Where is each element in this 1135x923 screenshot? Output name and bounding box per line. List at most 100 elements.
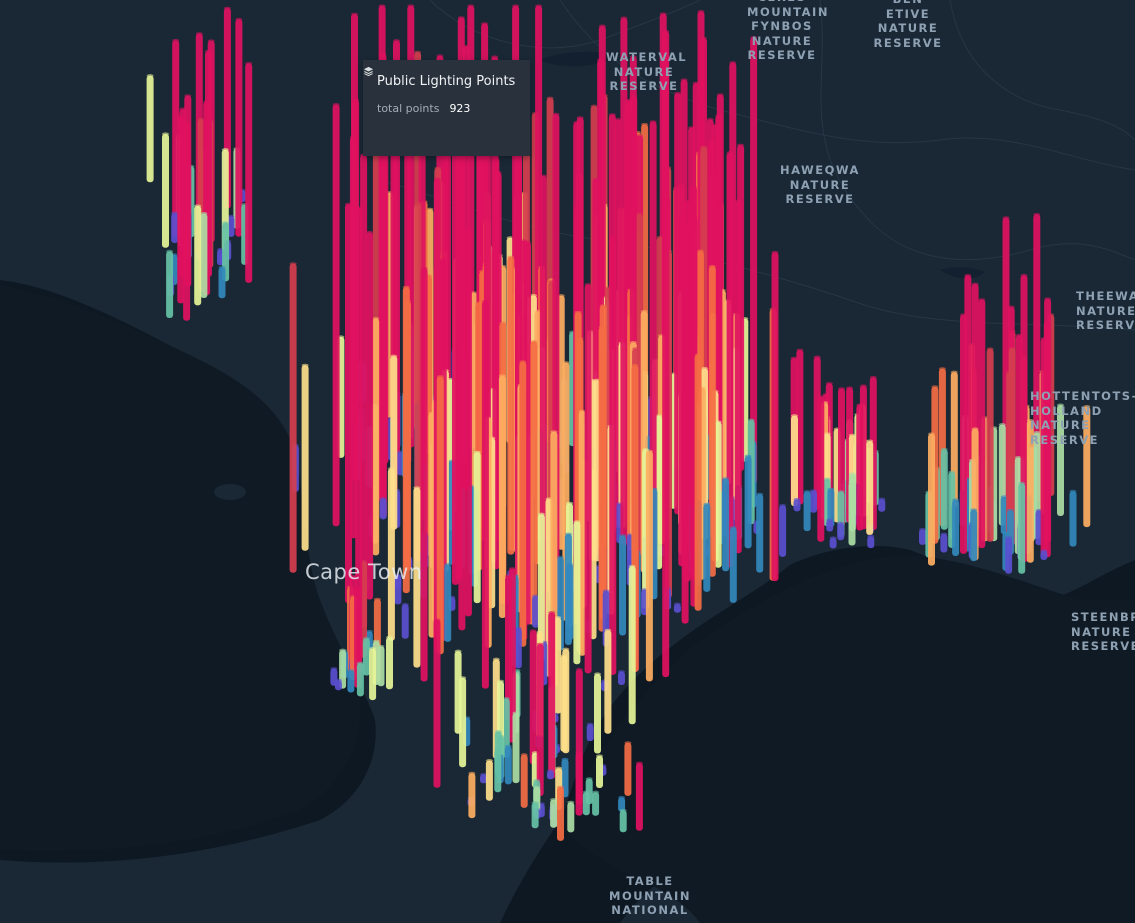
hexbin-column[interactable] <box>708 266 716 577</box>
hexbin-column[interactable] <box>1000 496 1008 535</box>
hexbin-column[interactable] <box>200 213 208 298</box>
hexbin-column[interactable] <box>624 742 632 796</box>
hexbin-column[interactable] <box>662 199 670 678</box>
hexbin-column[interactable] <box>481 301 489 689</box>
hexbin-column[interactable] <box>519 361 527 647</box>
hexbin-column[interactable] <box>498 375 506 618</box>
hexbin-column[interactable] <box>401 604 409 639</box>
hexbin-column[interactable] <box>355 207 363 673</box>
hexbin-column[interactable] <box>673 604 681 613</box>
hexbin-column[interactable] <box>428 413 436 638</box>
hexbin-column[interactable] <box>986 349 994 542</box>
hexbin-column[interactable] <box>194 206 202 306</box>
hexbin-column[interactable] <box>1043 323 1051 558</box>
hexbin-column[interactable] <box>609 237 617 675</box>
hexbin-column[interactable] <box>520 754 528 808</box>
hexbin-column[interactable] <box>502 698 510 758</box>
hexbin-column[interactable] <box>218 267 226 299</box>
hexbin-column[interactable] <box>848 482 856 546</box>
hexbin-column[interactable] <box>866 441 874 535</box>
hexbin-column[interactable] <box>162 134 169 248</box>
hexbin-column[interactable] <box>512 713 520 784</box>
hexbin-column[interactable] <box>744 456 752 549</box>
hexbin-column[interactable] <box>394 576 402 605</box>
hexbin-column[interactable] <box>803 491 811 532</box>
hexbin-column[interactable] <box>366 232 374 600</box>
hexbin-column[interactable] <box>548 612 556 779</box>
hexbin-column[interactable] <box>386 637 393 690</box>
hexbin-column[interactable] <box>485 760 493 801</box>
hexbin-column[interactable] <box>531 802 539 829</box>
hexbin-column[interactable] <box>301 365 309 551</box>
hexbin-column[interactable] <box>289 263 297 573</box>
hexbin-column[interactable] <box>356 663 364 697</box>
hexbin-column[interactable] <box>628 566 636 725</box>
hexbin-column[interactable] <box>362 638 370 676</box>
hexbin-column[interactable] <box>619 535 626 636</box>
hexbin-column[interactable] <box>598 327 606 632</box>
hexbin-column[interactable] <box>714 422 722 568</box>
hexbin-column[interactable] <box>817 396 825 542</box>
hexbin-column[interactable] <box>596 756 603 788</box>
hexbin-column[interactable] <box>564 534 572 645</box>
hexbin-column[interactable] <box>532 596 540 628</box>
hexbin-column[interactable] <box>554 617 562 714</box>
hexbin-column[interactable] <box>878 499 886 512</box>
hexbin-column[interactable] <box>387 468 395 641</box>
hexbin-column[interactable] <box>791 415 798 507</box>
hexbin-column[interactable] <box>1018 483 1026 574</box>
hexbin-column[interactable] <box>793 499 801 512</box>
hexbin-column[interactable] <box>146 75 154 183</box>
hexbin-column[interactable] <box>567 802 575 833</box>
hexbin-column[interactable] <box>575 752 583 816</box>
hexbin-column[interactable] <box>827 489 835 527</box>
hexbin-column[interactable] <box>433 620 441 788</box>
hexbin-column[interactable] <box>480 774 487 784</box>
hexbin-column[interactable] <box>1033 214 1041 502</box>
hexbin-column[interactable] <box>413 487 421 668</box>
hexbin-column[interactable] <box>504 746 512 785</box>
hexbin-column[interactable] <box>550 799 558 828</box>
hexbin-column[interactable] <box>919 529 926 545</box>
hexbin-column[interactable] <box>779 505 787 557</box>
hexbin-column[interactable] <box>227 216 235 237</box>
hexbin-column[interactable] <box>379 113 387 518</box>
hexbin-column[interactable] <box>183 123 191 321</box>
hexbin-column[interactable] <box>1083 406 1091 528</box>
hexbin-column[interactable] <box>562 649 570 754</box>
hexbin-column[interactable] <box>459 677 467 768</box>
hexbin-column[interactable] <box>1040 551 1048 560</box>
hexbin-column[interactable] <box>703 504 711 592</box>
hexbin-column[interactable] <box>771 252 779 582</box>
hexbin-column[interactable] <box>379 498 387 520</box>
hexbin-column[interactable] <box>402 287 410 594</box>
hexbin-column[interactable] <box>573 521 581 665</box>
hexbin-column[interactable] <box>464 229 472 617</box>
hexbin-column[interactable] <box>645 451 653 682</box>
hexbin-column[interactable] <box>546 771 554 780</box>
hexbin-column[interactable] <box>952 500 960 556</box>
hexbin-column[interactable] <box>940 534 948 553</box>
hexbin-column[interactable] <box>619 810 627 833</box>
hexbin-column[interactable] <box>514 628 522 669</box>
hexbin-column[interactable] <box>604 630 612 734</box>
hexbin-column[interactable] <box>618 797 626 812</box>
hexbin-column[interactable] <box>928 434 935 566</box>
hexbin-column[interactable] <box>369 648 377 701</box>
hexbin-column[interactable] <box>867 536 875 549</box>
hexbin-column[interactable] <box>1026 420 1034 563</box>
hexbin-column[interactable] <box>578 411 586 656</box>
hexbin-column[interactable] <box>829 538 837 549</box>
hexbin-column[interactable] <box>166 251 174 319</box>
hexbin-column[interactable] <box>584 284 592 674</box>
hexbin-column[interactable] <box>810 490 817 513</box>
hexbin-column[interactable] <box>347 670 355 693</box>
hexbin-column[interactable] <box>970 510 978 562</box>
hexbin-column[interactable] <box>235 19 243 237</box>
hexbin-column[interactable] <box>940 449 948 530</box>
hexbin-column[interactable] <box>171 213 179 243</box>
hexbin-column[interactable] <box>796 350 804 505</box>
hexbin-column[interactable] <box>494 749 502 793</box>
hexbin-column[interactable] <box>444 564 452 642</box>
hexbin-column[interactable] <box>473 452 481 604</box>
